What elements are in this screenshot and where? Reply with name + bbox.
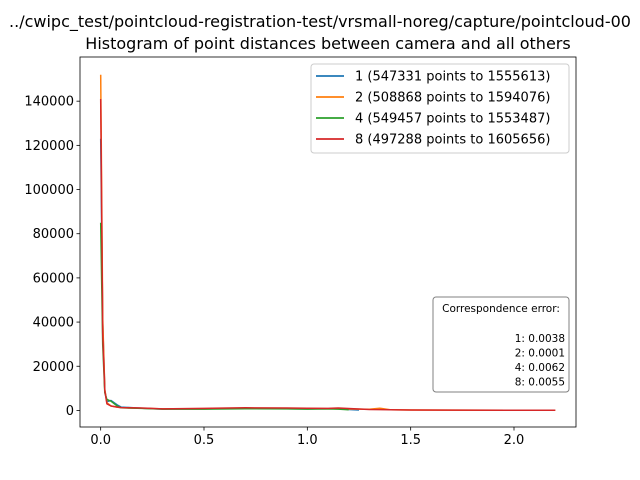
x-tick-label: 0.0 [90,433,111,448]
y-tick-label: 60000 [33,271,74,286]
correspondence-error-box: Correspondence error: 1: 0.0038 2: 0.0001… [432,296,570,393]
chart-subtitle: Histogram of point distances between cam… [85,34,570,53]
x-tick-label: 2.0 [504,433,525,448]
y-tick-label: 20000 [33,360,74,375]
y-tick-label: 80000 [33,227,74,242]
axes-layer: 0.0 0.5 1.0 1.5 2.0 0 20000 40000 60000 80000 1000… [24,95,524,448]
y-tick-label: 120000 [24,139,74,154]
annotation-title: Correspondence error: [442,303,560,315]
x-tick-label: 1.0 [297,433,318,448]
annotation-box [432,296,570,393]
series-layer [99,74,556,412]
y-tick-label: 0 [66,404,74,419]
y-tick-label: 100000 [24,183,74,198]
x-tick-label: 0.5 [194,433,215,448]
plot-frame [79,56,577,428]
annotation-line-2: 2: 0.0001 [515,348,565,360]
legend-label-4: 8 (497288 points to 1605656) [355,133,550,148]
y-tick-label: 40000 [33,316,74,331]
annotation-line-3: 4: 0.0062 [515,362,565,374]
chart-title: ../cwipc_test/pointcloud-registration-te… [9,12,631,32]
legend-label-2: 2 (508868 points to 1594076) [355,91,550,106]
series-line-4 [99,98,556,412]
annotation-line-4: 8: 0.0055 [515,377,565,389]
legend-label-1: 1 (547331 points to 1555613) [355,70,550,85]
legend-label-3: 4 (549457 points to 1553487) [355,112,550,127]
legend: 1 (547331 points to 1555613) 2 (508868 po… [310,63,570,154]
x-tick-label: 1.5 [400,433,421,448]
y-tick-label: 140000 [24,95,74,110]
legend-box [310,63,570,154]
annotation-line-1: 1: 0.0038 [515,333,565,345]
